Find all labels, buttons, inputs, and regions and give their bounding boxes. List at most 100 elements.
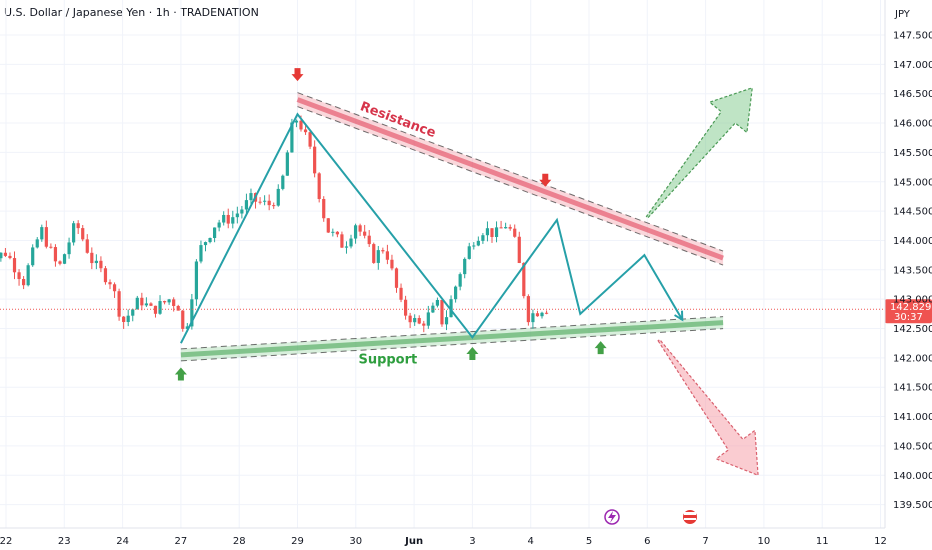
trend-bands	[180, 92, 724, 362]
candle-body	[226, 214, 230, 224]
candle-body	[8, 255, 12, 259]
candle	[508, 224, 512, 231]
candle	[235, 206, 239, 224]
y-tick-label: 146.500	[893, 89, 932, 100]
candle-body	[276, 188, 280, 206]
x-tick-label: 10	[758, 536, 771, 547]
candle	[517, 231, 521, 264]
candle-body	[85, 239, 89, 253]
y-tick-label: 141.000	[893, 412, 932, 423]
candle-body	[199, 245, 203, 262]
candle-body	[249, 193, 253, 201]
candle	[422, 320, 426, 333]
candle-body	[308, 132, 312, 147]
candle	[367, 230, 371, 247]
candle-body	[508, 227, 512, 229]
candle	[199, 240, 203, 264]
candle	[526, 294, 530, 326]
candle-body	[222, 214, 226, 223]
candle	[12, 251, 17, 280]
candle	[340, 231, 344, 248]
x-tick-label: Jun	[404, 536, 423, 547]
candle-body	[504, 227, 508, 229]
candle	[240, 205, 244, 219]
candle	[394, 267, 399, 293]
x-tick-label: 7	[702, 536, 708, 547]
candle-body	[194, 261, 199, 300]
support-label: Support	[358, 353, 417, 368]
candle-body	[258, 201, 262, 203]
candle-body	[272, 205, 276, 207]
candle-body	[140, 297, 144, 306]
candle-body	[494, 227, 499, 237]
candle	[181, 310, 185, 332]
y-tick-label: 145.500	[893, 148, 932, 159]
wave-arrow-head	[674, 310, 684, 322]
candle-body	[422, 323, 426, 326]
candle-body	[135, 297, 139, 310]
candle	[317, 172, 321, 203]
x-tick-label: 3	[469, 536, 475, 547]
candle-body	[103, 268, 108, 283]
candle	[0, 252, 3, 262]
candle	[376, 245, 380, 270]
candle-body	[294, 120, 299, 123]
candle	[353, 223, 358, 244]
candle-body	[472, 245, 476, 247]
candle-body	[267, 200, 271, 206]
candle	[17, 269, 21, 286]
candle	[494, 221, 499, 243]
candle-body	[353, 225, 358, 239]
x-tick-label: 23	[58, 536, 71, 547]
x-tick-label: 29	[291, 536, 304, 547]
candle-body	[81, 228, 85, 240]
x-tick-label: 11	[816, 536, 829, 547]
candle-body	[62, 254, 67, 264]
candle-body	[244, 200, 249, 210]
candle-body	[399, 287, 403, 300]
candle-body	[240, 209, 244, 214]
resistance-band-edge	[297, 92, 724, 252]
candle-body	[185, 326, 189, 329]
support-band-edge	[180, 328, 724, 362]
candle-body	[112, 284, 117, 292]
candle-body	[153, 305, 158, 314]
candle	[303, 125, 308, 135]
y-tick-label: 142.000	[893, 353, 932, 364]
candle	[440, 299, 444, 327]
x-tick-label: 22	[0, 536, 12, 547]
candle-body	[172, 299, 176, 306]
candle	[322, 196, 326, 222]
candle-body	[12, 258, 17, 273]
chart-title: U.S. Dollar / Japanese Yen · 1h · TRADEN…	[4, 6, 259, 19]
candle	[94, 254, 98, 270]
candle-body	[299, 120, 303, 130]
wave-pattern-line	[180, 112, 684, 344]
resistance-band	[296, 92, 724, 266]
candle-body	[90, 252, 94, 264]
candle	[158, 295, 162, 315]
candle-body	[440, 300, 444, 325]
y-tick-label: 142.500	[893, 324, 932, 335]
candle-body	[53, 247, 58, 262]
up-arrow-icon	[466, 346, 479, 360]
candle	[26, 263, 30, 287]
candle	[144, 297, 148, 307]
candle	[3, 248, 8, 258]
candle	[176, 304, 180, 311]
candle	[522, 262, 526, 299]
candle	[122, 316, 126, 329]
candle-body	[158, 301, 162, 314]
candle-body	[394, 268, 399, 288]
candle-body	[44, 227, 48, 247]
candle	[413, 314, 417, 326]
candle	[449, 295, 453, 318]
candle	[172, 297, 176, 312]
candle-body	[176, 305, 180, 311]
candle	[344, 241, 349, 254]
candle-body	[58, 261, 62, 264]
candle	[67, 237, 71, 259]
candle	[490, 228, 494, 243]
